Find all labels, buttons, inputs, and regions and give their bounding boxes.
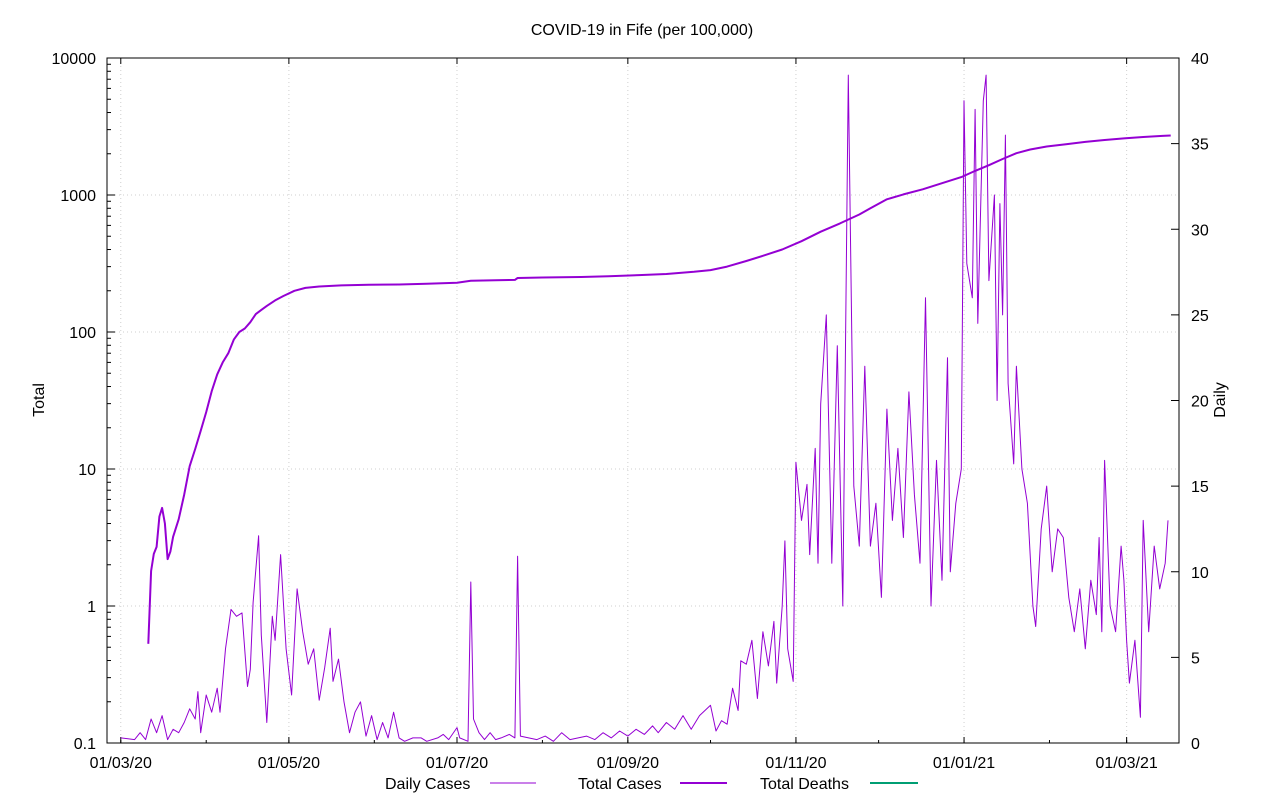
x-tick-label: 01/03/21 bbox=[1095, 755, 1157, 772]
legend-label-total-deaths: Total Deaths bbox=[760, 776, 849, 793]
y-right-label: Daily bbox=[1212, 382, 1229, 418]
y-left-tick-label: 1 bbox=[87, 599, 96, 616]
x-tick-label: 01/11/20 bbox=[765, 755, 826, 772]
y-right-tick-label: 20 bbox=[1191, 394, 1209, 411]
y-left-tick-label: 0.1 bbox=[74, 736, 96, 753]
x-tick-label: 01/05/20 bbox=[258, 755, 320, 772]
legend-label-daily-cases: Daily Cases bbox=[385, 776, 470, 793]
legend: Daily Cases Total Cases Total Deaths bbox=[385, 776, 918, 793]
y-right-tick-label: 10 bbox=[1191, 565, 1209, 582]
y-left-tick-label: 1000 bbox=[60, 188, 96, 205]
y-left-tick-label: 10000 bbox=[52, 51, 97, 68]
legend-label-total-cases: Total Cases bbox=[578, 776, 662, 793]
y-left-tick-label: 10 bbox=[78, 462, 96, 479]
axes: 01/03/20 01/05/20 01/07/20 01/09/20 01/11/20… bbox=[52, 51, 1209, 772]
y-right-tick-label: 35 bbox=[1191, 137, 1209, 154]
x-tick-label: 01/01/21 bbox=[933, 755, 995, 772]
y-right-tick-label: 25 bbox=[1191, 308, 1209, 325]
y-right-tick-label: 15 bbox=[1191, 479, 1209, 496]
y-right-tick-label: 30 bbox=[1191, 222, 1209, 239]
series-line-daily-cases bbox=[121, 75, 1168, 741]
y-left-tick-label: 100 bbox=[69, 325, 96, 342]
chart-title: COVID-19 in Fife (per 100,000) bbox=[531, 22, 753, 39]
y-right-tick-label: 5 bbox=[1191, 650, 1200, 667]
y-right-tick-label: 40 bbox=[1191, 51, 1209, 68]
x-tick-label: 01/07/20 bbox=[426, 755, 488, 772]
series-layer bbox=[121, 75, 1171, 741]
y-left-label: Total bbox=[31, 383, 48, 417]
y-right-tick-label: 0 bbox=[1191, 736, 1200, 753]
x-tick-label: 01/09/20 bbox=[597, 755, 659, 772]
x-tick-label: 01/03/20 bbox=[90, 755, 152, 772]
